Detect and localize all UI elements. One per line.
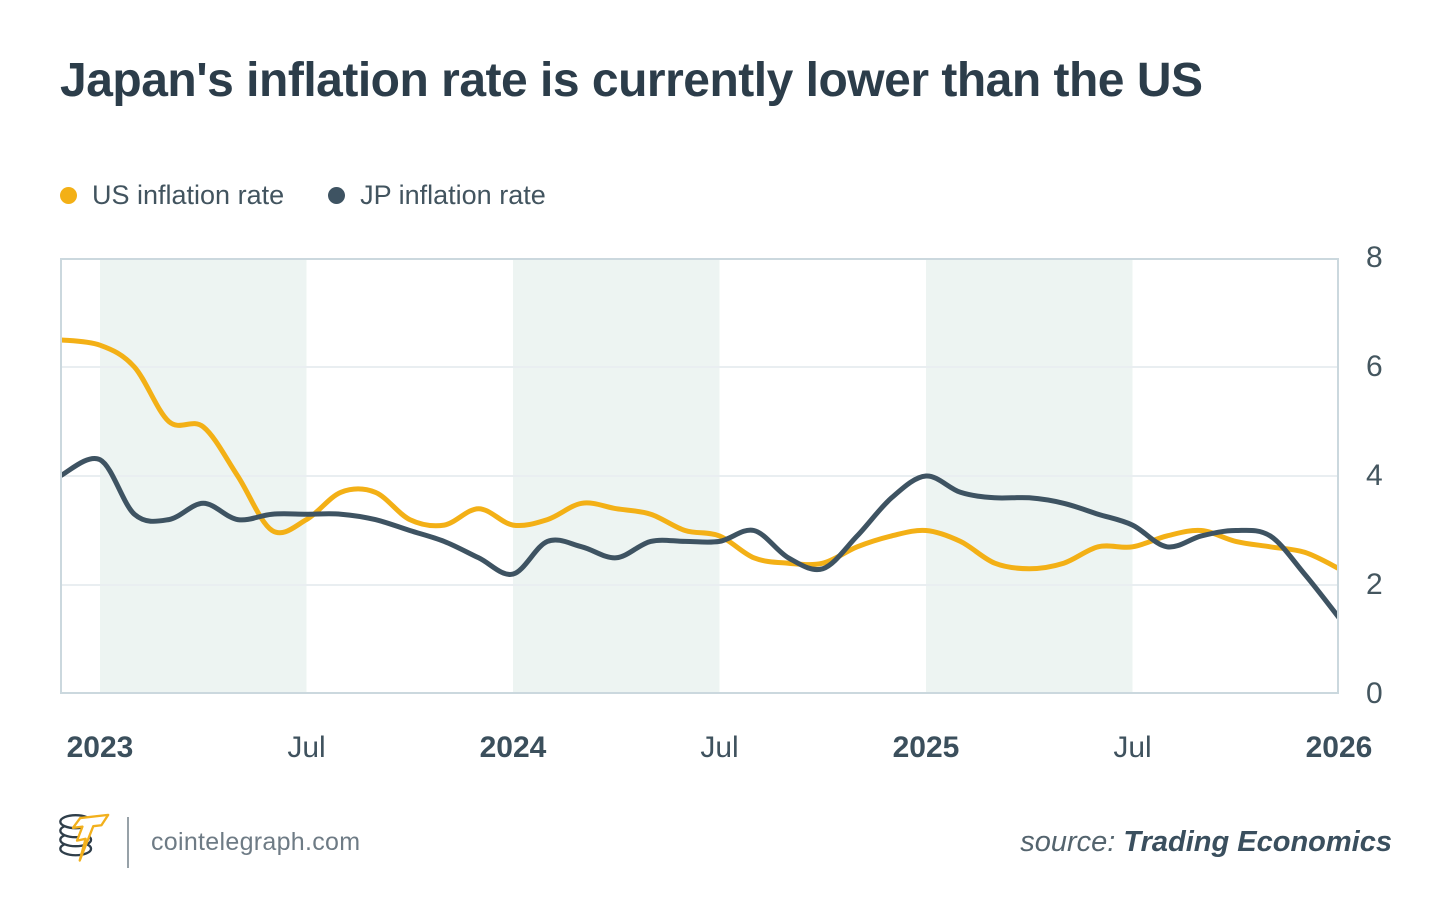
y-tick-label: 8	[1366, 241, 1383, 274]
source-label: source:	[1020, 826, 1116, 858]
plot-area	[57, 258, 1342, 694]
us-inflation-line	[57, 337, 1342, 572]
legend-item-us: US inflation rate	[60, 180, 284, 211]
legend-label-us: US inflation rate	[92, 180, 285, 210]
x-tick-label: Jul	[1113, 731, 1152, 764]
x-tick-label: 2023	[66, 731, 134, 764]
x-tick-label: 2024	[479, 731, 547, 764]
jp-series-dot-icon	[328, 187, 346, 204]
y-tick-label: 0	[1366, 677, 1383, 710]
lightning-t-icon	[71, 813, 110, 862]
x-tick-label: Jul	[700, 731, 739, 764]
cointelegraph-logo-icon	[59, 813, 110, 862]
chart-title: Japan's inflation rate is currently lowe…	[60, 54, 1203, 107]
y-tick-label: 6	[1366, 350, 1383, 383]
source-attribution: source: Trading Economics	[1020, 826, 1392, 859]
x-tick-label: 2026	[1305, 731, 1373, 764]
legend-item-jp: JP inflation rate	[328, 180, 546, 211]
footer-divider	[127, 817, 129, 868]
x-tick-label: Jul	[287, 731, 326, 764]
y-tick-label: 4	[1366, 459, 1383, 492]
jp-inflation-line	[57, 455, 1342, 621]
legend: US inflation rate JP inflation rate	[60, 180, 590, 211]
source-name: Trading Economics	[1123, 826, 1392, 858]
x-tick-label: 2025	[892, 731, 960, 764]
plot-border	[60, 258, 1339, 694]
us-series-dot-icon	[60, 187, 77, 204]
line-chart	[57, 258, 1342, 694]
legend-label-jp: JP inflation rate	[360, 180, 546, 210]
y-tick-label: 2	[1366, 568, 1383, 601]
footer-site-url: cointelegraph.com	[151, 828, 361, 856]
